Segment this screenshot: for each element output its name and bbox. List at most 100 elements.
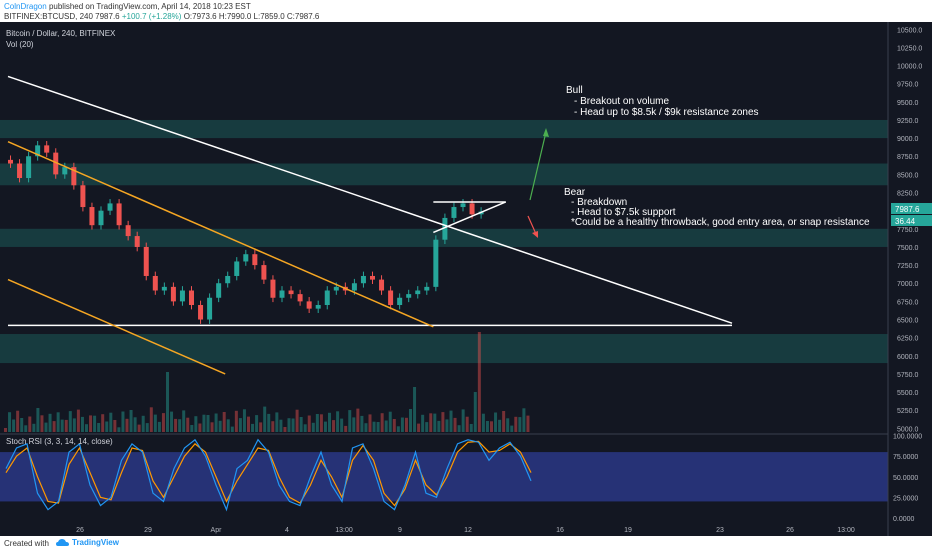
- candle: [44, 145, 50, 153]
- volume-bar: [166, 372, 169, 432]
- footer: Created with TradingView: [0, 536, 932, 550]
- volume-bar: [279, 419, 283, 432]
- volume-bar: [469, 424, 473, 432]
- volume-bar: [145, 423, 149, 432]
- candle: [89, 207, 95, 226]
- volume-bar: [303, 424, 307, 432]
- volume-bar: [105, 421, 109, 432]
- volume-bar: [182, 410, 186, 432]
- volume-bar: [206, 415, 210, 432]
- volume-bar: [429, 413, 433, 432]
- stoch-d-line: [5, 440, 532, 507]
- candle: [216, 283, 222, 298]
- volume-bar: [340, 418, 344, 432]
- candle: [288, 290, 294, 295]
- volume-bar: [352, 417, 356, 432]
- volume-bar: [44, 422, 48, 432]
- trendline-triangle-bottom: [433, 201, 507, 234]
- bull-line-2: - Head up to $8.5k / $9k resistance zone…: [574, 107, 759, 118]
- volume-bar: [157, 421, 161, 432]
- chart-area[interactable]: 10500.0 10250.0 10000.0 9750.0 9500.0 9250.0 9…: [0, 22, 932, 536]
- zone-0: [0, 119, 888, 139]
- trendline-channel-upper: [7, 141, 434, 328]
- last-price: 7987.6: [95, 12, 120, 21]
- volume-bar: [210, 422, 214, 432]
- candle: [406, 294, 412, 298]
- volume-bar: [190, 425, 194, 432]
- volume-bar: [404, 417, 408, 432]
- candle: [379, 279, 385, 291]
- volume-bar: [230, 426, 234, 432]
- volume-bar: [514, 416, 518, 432]
- candle: [252, 254, 258, 266]
- volume-bar: [178, 419, 182, 432]
- chart-svg[interactable]: 10500.0 10250.0 10000.0 9750.0 9500.0 9250.0 9…: [0, 22, 932, 536]
- candles: [8, 141, 484, 324]
- candle: [306, 301, 312, 309]
- volume-bar: [283, 427, 287, 432]
- candle: [107, 203, 113, 211]
- bull-line-1: - Breakout on volume: [574, 96, 669, 107]
- volume-bar: [425, 422, 429, 432]
- stoch-axis: 100.0000 75.0000 50.0000 25.0000 0.0000: [893, 434, 922, 523]
- volume-bar: [194, 416, 198, 432]
- bear-line-3: *Could be a healthy throwback, good entr…: [571, 217, 870, 228]
- volume-bar: [202, 414, 206, 432]
- time-tick-label: 13:00: [335, 527, 353, 534]
- volume-bar: [328, 412, 331, 432]
- volume-bar: [133, 417, 137, 432]
- volume-bar: [485, 421, 489, 432]
- scenario-arrows: [527, 128, 549, 238]
- candle: [134, 236, 140, 247]
- price-tick-label: 7750.0: [897, 227, 919, 234]
- volume-bar: [68, 411, 72, 432]
- price-tick-label: 8250.0: [897, 191, 919, 198]
- time-tick-label: 16: [556, 527, 564, 534]
- volume-bar: [4, 428, 7, 432]
- time-tick-label: 12: [464, 527, 472, 534]
- candle: [152, 275, 158, 291]
- volume-bar: [238, 418, 242, 432]
- candle: [433, 239, 439, 287]
- volume-bar: [267, 413, 271, 432]
- volume-bar: [218, 420, 222, 432]
- volume-bar: [295, 409, 299, 432]
- bear-line-2: - Head to $7.5k support: [571, 207, 676, 218]
- candle: [270, 279, 276, 298]
- time-tick-label: 23: [716, 527, 724, 534]
- candle: [8, 159, 13, 164]
- symbol: BITFINEX:BTCUSD, 240: [4, 12, 93, 21]
- volume-bar: [372, 421, 376, 432]
- volume-bar: [421, 414, 425, 432]
- price-change: +100.7 (+1.28%): [121, 12, 182, 21]
- candle: [62, 167, 68, 175]
- author-link[interactable]: ColnDragon: [4, 2, 47, 11]
- price-tick-label: 5500.0: [897, 390, 919, 397]
- volume-bar: [28, 416, 32, 432]
- price-tick-label: 6750.0: [897, 299, 919, 306]
- zone-1: [0, 163, 888, 186]
- volume-bar: [502, 411, 506, 432]
- volume-bar: [234, 410, 238, 432]
- volume-bar: [121, 411, 125, 432]
- volume-bar: [255, 415, 259, 432]
- volume-bar: [125, 418, 129, 432]
- volume-bar: [76, 409, 80, 432]
- volume-bar: [319, 414, 323, 432]
- volume-bar: [170, 411, 174, 432]
- stoch-k-line: [5, 438, 532, 512]
- volume-bar: [518, 417, 522, 432]
- volume-bar: [384, 420, 388, 432]
- volume-bar: [32, 423, 36, 432]
- tradingview-logo-text[interactable]: TradingView: [72, 538, 119, 547]
- bull-arrow: [529, 131, 547, 201]
- trendlines: [7, 75, 733, 375]
- volume-bar: [457, 425, 461, 432]
- price-tick-label: 5750.0: [897, 372, 919, 379]
- price-axis: 10500.0 10250.0 10000.0 9750.0 9500.0 9250.0 9…: [887, 22, 922, 536]
- price-tick-label: 7000.0: [897, 281, 919, 288]
- volume-bar: [109, 412, 113, 432]
- price-tick-label: 6500.0: [897, 318, 919, 325]
- volume-tag: 36.44: [895, 217, 916, 226]
- volume-bar: [149, 407, 153, 432]
